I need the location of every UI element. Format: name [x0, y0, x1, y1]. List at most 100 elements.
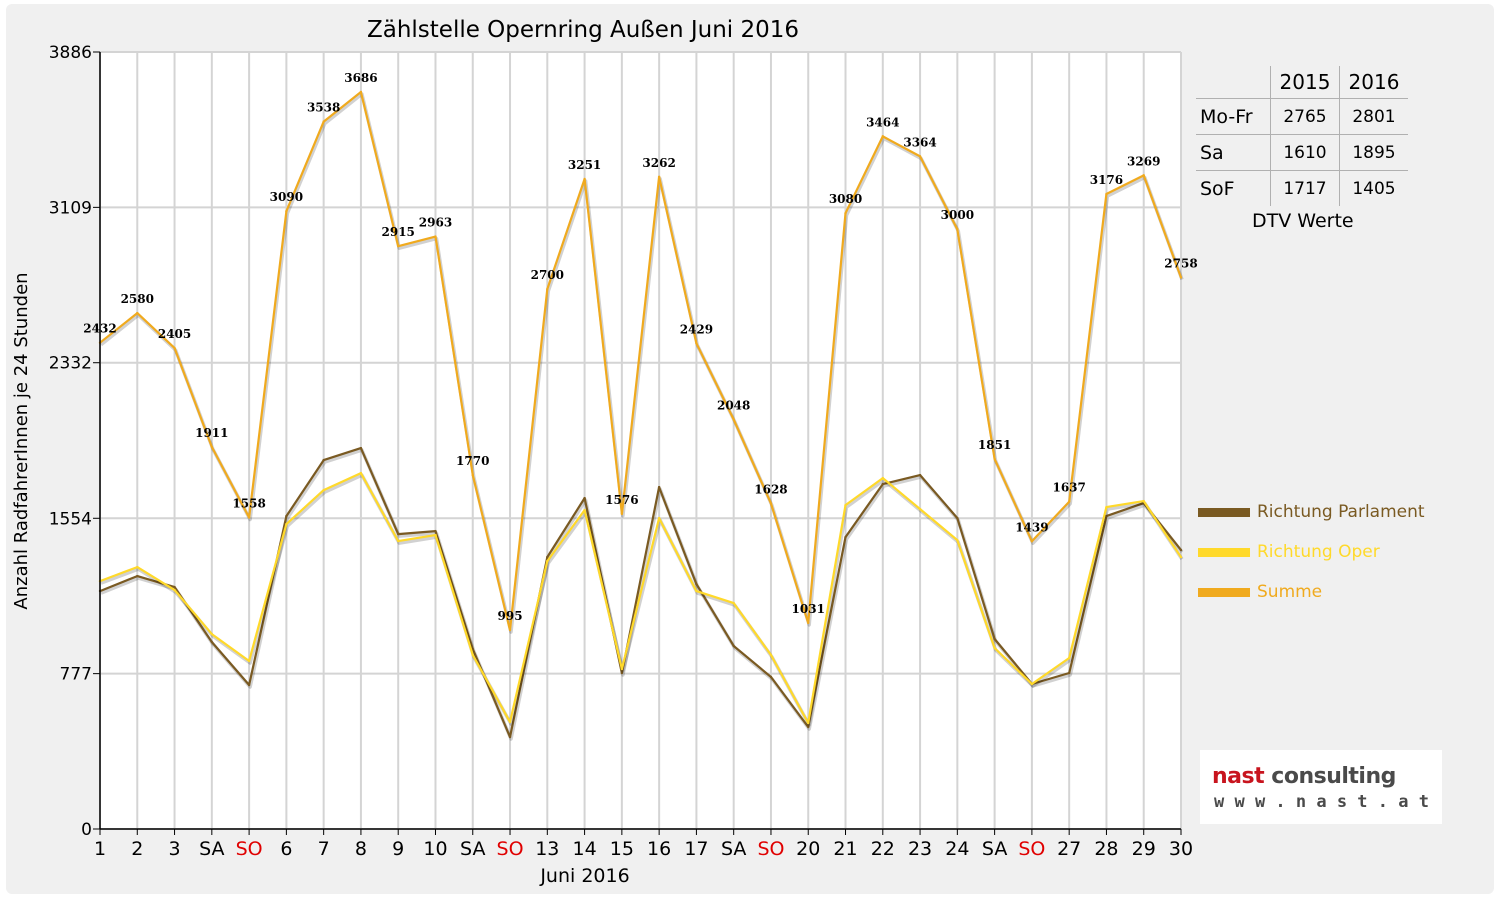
- data-point: [173, 346, 176, 350]
- x-tick-label: 22: [871, 838, 895, 860]
- data-point: [322, 120, 325, 123]
- data-point: [993, 457, 996, 461]
- data-point: [918, 473, 922, 477]
- data-label: 1911: [195, 426, 228, 440]
- x-tick-label: SO: [1018, 838, 1045, 860]
- data-label: 3538: [307, 101, 340, 115]
- y-tick-label: 3886: [49, 43, 92, 63]
- legend-item-summe: Summe: [1198, 572, 1425, 612]
- x-tick-label: SO: [757, 838, 784, 860]
- x-tick-label: SO: [497, 838, 524, 860]
- x-tick-label: 24: [945, 838, 969, 860]
- data-label: 3251: [568, 158, 601, 172]
- x-tick-label: SA: [460, 838, 485, 860]
- data-label: 2915: [382, 225, 415, 239]
- dtv-table: 2015 2016 Mo-Fr 2765 2801 Sa 1610 1895 S…: [1196, 66, 1408, 206]
- dtv-caption: DTV Werte: [1252, 210, 1354, 232]
- data-point: [247, 659, 251, 663]
- data-point: [657, 485, 661, 489]
- data-point: [1067, 656, 1071, 660]
- series-lines: [98, 90, 1184, 741]
- data-point: [210, 445, 214, 449]
- data-point: [1179, 548, 1183, 552]
- y-tick-label: 3109: [49, 198, 92, 218]
- legend-swatch: [1198, 507, 1250, 517]
- data-point: [844, 503, 847, 507]
- y-tick-label: 0: [81, 820, 92, 840]
- data-point: [918, 507, 922, 511]
- data-point: [732, 418, 735, 421]
- data-point: [397, 539, 400, 543]
- data-point: [695, 582, 698, 586]
- data-point: [322, 458, 325, 462]
- data-point: [844, 211, 847, 215]
- legend-label: Richtung Parlament: [1257, 502, 1425, 522]
- data-point: [918, 155, 922, 158]
- x-tick-label: 30: [1169, 838, 1193, 860]
- legend-item-oper: Richtung Oper: [1198, 532, 1425, 572]
- data-point: [247, 683, 251, 687]
- data-point: [620, 512, 624, 516]
- dtv-col-2016: 2016: [1339, 66, 1408, 99]
- data-point: [359, 90, 363, 94]
- data-point: [1030, 540, 1034, 543]
- data-point: [620, 667, 624, 671]
- dtv-cell: 1405: [1339, 170, 1408, 206]
- x-tick-label: 3: [169, 838, 181, 860]
- data-label: 995: [498, 609, 523, 623]
- data-point: [210, 632, 214, 636]
- data-point: [993, 646, 996, 650]
- data-point: [1067, 500, 1071, 503]
- data-point: [508, 720, 512, 724]
- data-point: [881, 135, 884, 138]
- legend-label: Richtung Oper: [1257, 542, 1380, 562]
- y-tick-label: 2332: [49, 354, 92, 374]
- data-point: [546, 555, 549, 559]
- dtv-cell: 2765: [1270, 98, 1340, 135]
- company-logo: nast consulting w w w . n a s t . a t: [1200, 750, 1442, 824]
- legend: Richtung Parlament Richtung Oper Summe: [1198, 492, 1425, 612]
- x-tick-label: SO: [236, 838, 263, 860]
- data-point: [471, 473, 474, 477]
- data-point: [769, 675, 773, 679]
- data-point: [956, 538, 959, 542]
- data-point: [210, 640, 214, 644]
- data-point: [1179, 555, 1183, 559]
- data-point: [844, 535, 847, 539]
- data-point: [769, 653, 773, 657]
- x-tick-label: 23: [908, 838, 932, 860]
- data-point: [173, 585, 176, 589]
- data-label: 2405: [158, 327, 191, 341]
- data-point: [732, 644, 735, 648]
- dtv-row-label: SoF: [1196, 170, 1271, 206]
- data-point: [173, 588, 176, 592]
- legend-item-parlament: Richtung Parlament: [1198, 492, 1425, 532]
- data-point: [769, 502, 773, 505]
- data-point: [471, 653, 474, 657]
- dtv-row-sa: Sa 1610 1895: [1196, 134, 1408, 171]
- data-labels: 2432258024051911155830903538368629152963…: [83, 71, 1197, 623]
- legend-swatch: [1198, 547, 1250, 557]
- data-point: [657, 175, 661, 178]
- legend-label: Summe: [1257, 582, 1323, 602]
- dtv-col-2015: 2015: [1270, 66, 1340, 99]
- x-tick-label: SA: [199, 838, 224, 860]
- data-label: 3364: [903, 135, 936, 149]
- dtv-header-row: 2015 2016: [1196, 66, 1408, 99]
- data-point: [807, 725, 810, 729]
- data-label: 3000: [941, 208, 974, 222]
- data-point: [583, 508, 586, 512]
- logo-wordmark: nast consulting: [1212, 764, 1396, 789]
- data-label: 2758: [1164, 257, 1197, 271]
- x-tick-label: 2: [131, 838, 143, 860]
- x-tick-label: 10: [423, 838, 447, 860]
- dtv-cell: 2801: [1339, 98, 1408, 135]
- data-point: [434, 533, 437, 537]
- logo-word-consulting: consulting: [1271, 764, 1396, 789]
- x-tick-label: 21: [833, 838, 857, 860]
- data-label: 2700: [531, 268, 564, 282]
- x-tick-label: 9: [392, 838, 404, 860]
- x-tick-label: SA: [982, 838, 1007, 860]
